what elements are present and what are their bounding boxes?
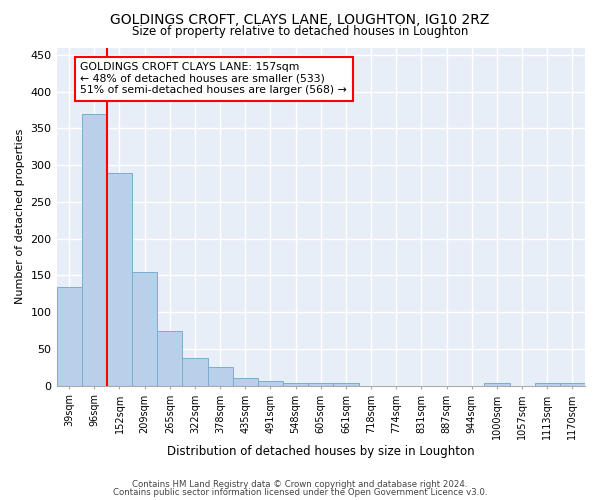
Bar — [132, 272, 157, 386]
Bar — [82, 114, 107, 386]
Bar — [535, 383, 560, 386]
Bar — [484, 383, 509, 386]
Text: Contains HM Land Registry data © Crown copyright and database right 2024.: Contains HM Land Registry data © Crown c… — [132, 480, 468, 489]
Bar — [308, 383, 334, 386]
Bar — [208, 366, 233, 386]
Bar — [560, 383, 585, 386]
Bar — [258, 382, 283, 386]
Y-axis label: Number of detached properties: Number of detached properties — [15, 129, 25, 304]
Text: Contains public sector information licensed under the Open Government Licence v3: Contains public sector information licen… — [113, 488, 487, 497]
Text: GOLDINGS CROFT CLAYS LANE: 157sqm
← 48% of detached houses are smaller (533)
51%: GOLDINGS CROFT CLAYS LANE: 157sqm ← 48% … — [80, 62, 347, 96]
Bar — [233, 378, 258, 386]
X-axis label: Distribution of detached houses by size in Loughton: Distribution of detached houses by size … — [167, 444, 475, 458]
Bar — [182, 358, 208, 386]
Bar — [56, 286, 82, 386]
Text: GOLDINGS CROFT, CLAYS LANE, LOUGHTON, IG10 2RZ: GOLDINGS CROFT, CLAYS LANE, LOUGHTON, IG… — [110, 12, 490, 26]
Text: Size of property relative to detached houses in Loughton: Size of property relative to detached ho… — [132, 25, 468, 38]
Bar — [107, 172, 132, 386]
Bar — [334, 383, 359, 386]
Bar — [157, 330, 182, 386]
Bar — [283, 383, 308, 386]
